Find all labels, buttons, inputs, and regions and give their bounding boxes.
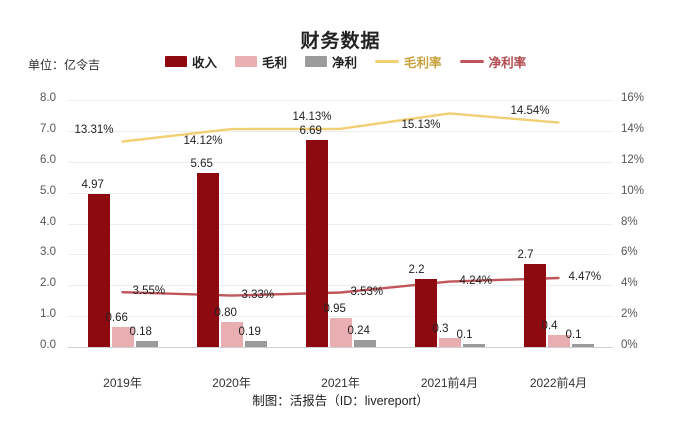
legend-item-0[interactable]: 收入	[165, 52, 217, 71]
bar-净利	[244, 341, 267, 347]
right-axis-tick: 10%	[621, 184, 645, 197]
bar-value-label: 0.95	[323, 302, 346, 315]
bar-value-label: 0.4	[541, 319, 558, 332]
legend-label: 净利	[332, 56, 358, 70]
bar-value-label: 0.66	[105, 311, 128, 324]
bar-value-label: 2.2	[408, 264, 425, 277]
bar-毛利	[329, 317, 352, 347]
gridline	[68, 254, 613, 256]
left-axis-tick: 4.0	[40, 215, 56, 228]
bar-value-label: 0.1	[565, 328, 582, 341]
legend-item-1[interactable]: 毛利	[235, 52, 287, 71]
right-axis-tick: 12%	[621, 153, 645, 166]
gridline	[68, 285, 613, 287]
bar-value-label: 0.1	[456, 328, 473, 341]
gridline	[68, 192, 613, 194]
x-axis-label: 2020年	[212, 376, 251, 390]
legend-label: 毛利率	[404, 56, 442, 70]
line-series-layer	[121, 112, 560, 297]
legend-item-2[interactable]: 净利	[305, 52, 357, 71]
bar-value-label: 0.3	[432, 322, 449, 335]
gridline	[68, 130, 613, 132]
bar-毛利	[547, 334, 570, 347]
line-value-label: 4.24%	[459, 274, 493, 287]
right-axis-tick: 2%	[621, 308, 638, 321]
bar-毛利	[111, 326, 134, 347]
bar-净利	[135, 341, 158, 347]
right-axis: 16% 14% 12% 10% 8% 6% 4% 2% 0%	[617, 92, 677, 370]
legend-swatch-icon	[165, 56, 187, 67]
line-value-label: 4.47%	[568, 270, 602, 283]
bar-毛利	[438, 337, 461, 347]
left-axis: 8.0 7.0 6.0 5.0 4.0 3.0 2.0 1.0 0.0	[0, 92, 64, 370]
legend-item-4[interactable]: 净利率	[459, 52, 527, 71]
bar-收入	[414, 279, 437, 347]
right-axis-tick: 0%	[621, 339, 638, 351]
left-axis-tick: 5.0	[40, 184, 56, 197]
gridline	[68, 347, 613, 348]
line-value-label: 3.33%	[241, 288, 275, 301]
legend-swatch-icon	[375, 60, 400, 63]
legend-item-3[interactable]: 毛利率	[375, 52, 442, 71]
chart-title: 财务数据	[300, 31, 381, 52]
right-axis-tick: 8%	[621, 215, 638, 228]
left-axis-tick: 6.0	[40, 153, 56, 166]
line-value-label: 15.13%	[401, 119, 441, 132]
bar-value-label: 0.80	[214, 307, 237, 320]
legend-label: 净利率	[488, 56, 527, 70]
line-value-label: 13.31%	[74, 123, 114, 136]
left-axis-tick: 3.0	[40, 246, 56, 259]
bar-收入	[305, 140, 328, 347]
right-axis-tick: 6%	[621, 246, 638, 259]
legend-swatch-icon	[235, 56, 258, 67]
left-axis-tick: 2.0	[40, 277, 56, 290]
right-axis-tick: 16%	[621, 92, 645, 104]
left-axis-tick: 0.0	[40, 339, 56, 351]
bar-value-label: 0.19	[238, 326, 261, 339]
bar-value-label: 0.24	[347, 324, 370, 337]
bar-value-label: 6.69	[299, 125, 322, 138]
bar-value-label: 4.97	[81, 178, 104, 191]
bar-净利	[353, 339, 376, 347]
bar-收入	[196, 172, 219, 347]
bar-净利	[571, 343, 594, 347]
left-axis-tick: 7.0	[40, 122, 56, 135]
chart-legend: 收入 毛利 净利 毛利率 净利率	[165, 52, 544, 71]
right-axis-tick: 4%	[621, 277, 638, 290]
bar-收入	[87, 193, 110, 347]
gridline	[68, 223, 613, 225]
legend-label: 收入	[192, 56, 218, 70]
bar-value-label: 2.7	[517, 248, 534, 261]
unit-label: 单位：亿令吉	[28, 58, 101, 72]
line-value-label: 14.13%	[292, 110, 332, 123]
left-axis-tick: 8.0	[40, 92, 56, 104]
gridline	[68, 161, 613, 163]
bar-收入	[523, 263, 546, 347]
left-axis-tick: 1.0	[40, 308, 56, 321]
gridline	[68, 100, 613, 101]
x-axis-label: 2021前4月	[420, 376, 479, 390]
legend-swatch-icon	[305, 56, 328, 67]
bar-毛利	[220, 322, 243, 347]
bar-value-label: 0.18	[129, 326, 152, 339]
line-净利率	[121, 276, 560, 297]
line-value-label: 3.53%	[350, 285, 384, 298]
bar-value-label: 5.65	[190, 157, 213, 170]
gridline	[68, 316, 613, 318]
bar-净利	[462, 343, 485, 347]
x-axis-label: 2022前4月	[529, 376, 588, 390]
line-value-label: 14.12%	[183, 135, 223, 148]
line-value-label: 14.54%	[510, 104, 550, 117]
credit-text: 制图：活报告（ID：livereport）	[252, 394, 429, 408]
legend-label: 毛利	[262, 56, 288, 70]
x-axis-label: 2019年	[103, 376, 142, 390]
x-axis-label: 2021年	[321, 376, 360, 390]
legend-swatch-icon	[459, 60, 484, 63]
line-毛利率	[121, 112, 560, 143]
plot-area: 4.97 0.66 0.18 2019年 5.65 0.80 0.19 2020年 6.69 0.…	[68, 92, 613, 390]
line-value-label: 3.55%	[132, 285, 166, 298]
right-axis-tick: 14%	[621, 122, 645, 135]
